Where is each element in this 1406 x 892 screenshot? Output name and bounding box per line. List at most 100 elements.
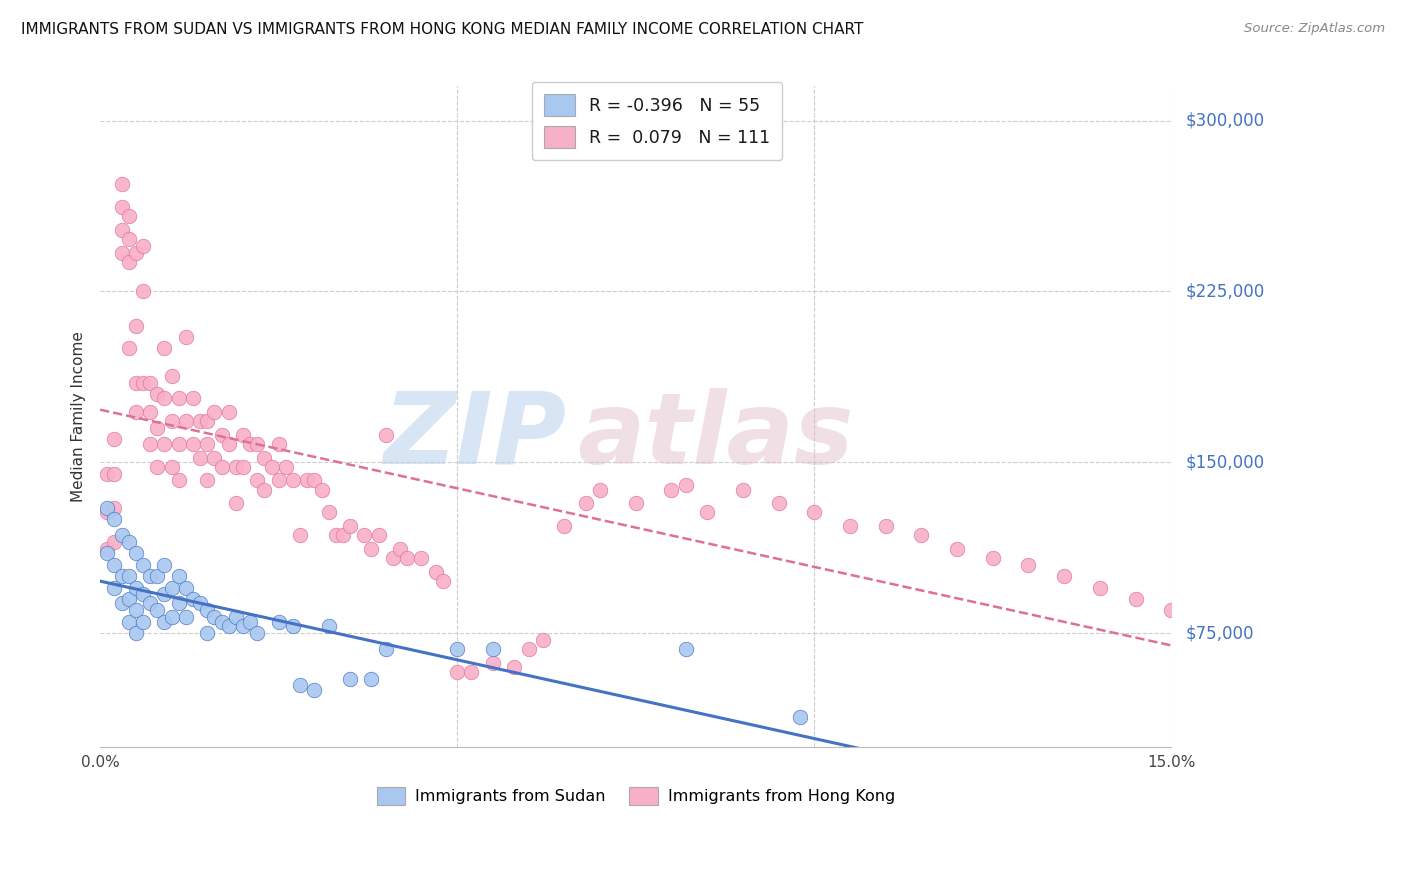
Point: [103, 558, 125, 572]
Point: [624, 496, 647, 510]
Point: [110, 178, 132, 192]
Point: [332, 528, 354, 542]
Point: [589, 483, 612, 497]
Point: [160, 581, 183, 595]
Point: [218, 405, 240, 419]
Point: [274, 459, 297, 474]
Point: [132, 558, 155, 572]
Point: [110, 223, 132, 237]
Point: [503, 660, 526, 674]
Point: [411, 550, 433, 565]
Point: [103, 500, 125, 515]
Point: [396, 550, 419, 565]
Point: [167, 597, 190, 611]
Point: [553, 519, 575, 533]
Point: [339, 672, 361, 686]
Point: [1125, 591, 1147, 606]
Point: [125, 405, 148, 419]
Point: [195, 603, 218, 617]
Point: [232, 459, 254, 474]
Point: [103, 433, 125, 447]
Point: [446, 665, 468, 679]
Point: [304, 474, 326, 488]
Y-axis label: Median Family Income: Median Family Income: [72, 331, 86, 502]
Point: [482, 656, 505, 670]
Point: [1160, 603, 1182, 617]
Point: [246, 437, 269, 451]
Point: [360, 541, 382, 556]
Point: [195, 474, 218, 488]
Point: [139, 597, 162, 611]
Point: [768, 496, 790, 510]
Point: [139, 569, 162, 583]
Point: [789, 710, 811, 724]
Point: [174, 330, 197, 344]
Point: [153, 615, 176, 629]
Point: [110, 200, 132, 214]
Point: [160, 414, 183, 428]
Text: atlas: atlas: [576, 388, 853, 485]
Point: [281, 474, 304, 488]
Point: [153, 587, 176, 601]
Point: [174, 610, 197, 624]
Point: [160, 610, 183, 624]
Legend: Immigrants from Sudan, Immigrants from Hong Kong: Immigrants from Sudan, Immigrants from H…: [370, 780, 901, 812]
Point: [246, 474, 269, 488]
Point: [181, 392, 204, 406]
Point: [125, 245, 148, 260]
Point: [225, 459, 247, 474]
Point: [1053, 569, 1076, 583]
Point: [460, 665, 482, 679]
Text: Source: ZipAtlas.com: Source: ZipAtlas.com: [1244, 22, 1385, 36]
Point: [153, 342, 176, 356]
Point: [132, 587, 155, 601]
Point: [232, 619, 254, 633]
Point: [118, 254, 141, 268]
Point: [132, 285, 155, 299]
Point: [96, 467, 118, 481]
Point: [675, 642, 697, 657]
Point: [260, 459, 283, 474]
Point: [381, 550, 404, 565]
Point: [132, 376, 155, 390]
Point: [432, 574, 454, 588]
Point: [125, 376, 148, 390]
Point: [118, 569, 141, 583]
Point: [202, 405, 225, 419]
Point: [374, 428, 396, 442]
Point: [195, 437, 218, 451]
Point: [195, 626, 218, 640]
Point: [482, 642, 505, 657]
Point: [288, 678, 311, 692]
Point: [181, 437, 204, 451]
Point: [267, 437, 290, 451]
Point: [232, 428, 254, 442]
Point: [146, 569, 169, 583]
Point: [96, 505, 118, 519]
Point: [360, 672, 382, 686]
Point: [281, 619, 304, 633]
Point: [118, 615, 141, 629]
Point: [339, 519, 361, 533]
Point: [153, 392, 176, 406]
Point: [96, 541, 118, 556]
Point: [211, 615, 233, 629]
Point: [118, 591, 141, 606]
Text: $225,000: $225,000: [1185, 283, 1264, 301]
Point: [267, 615, 290, 629]
Point: [188, 597, 211, 611]
Point: [325, 528, 347, 542]
Point: [188, 450, 211, 465]
Point: [146, 421, 169, 435]
Point: [211, 428, 233, 442]
Point: [253, 450, 276, 465]
Point: [389, 541, 412, 556]
Point: [297, 474, 319, 488]
Point: [425, 565, 447, 579]
Point: [167, 437, 190, 451]
Point: [661, 483, 683, 497]
Point: [531, 632, 554, 647]
Point: [125, 546, 148, 560]
Point: [139, 405, 162, 419]
Point: [96, 500, 118, 515]
